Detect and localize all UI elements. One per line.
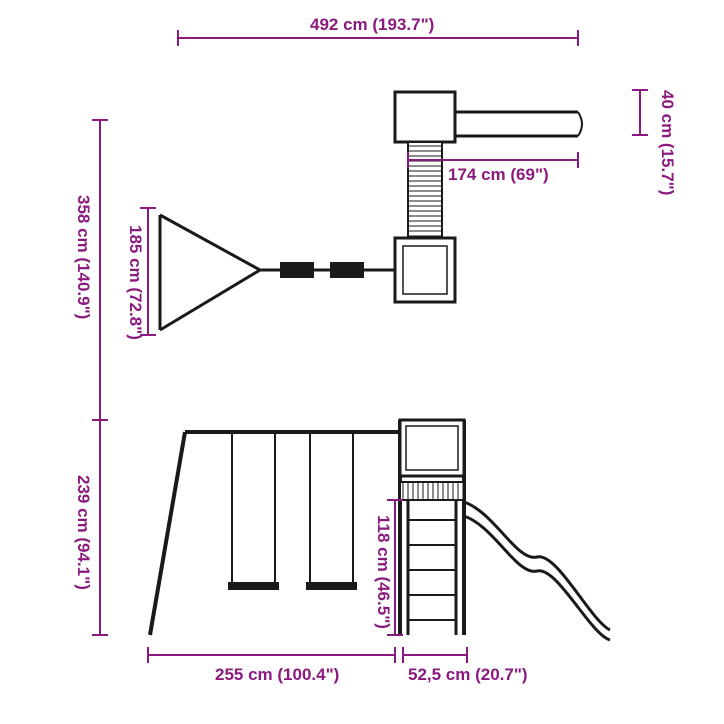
dim-horizontal: 255 cm (100.4") [148,647,395,684]
top-view [160,92,582,330]
dimension-diagram: 492 cm (193.7") 40 cm (15.7") 174 cm (69")… [0,0,724,724]
dim-label: 239 cm (94.1") [74,475,93,590]
dim-label: 118 cm (46.5") [374,515,393,629]
dim-label: 174 cm (69") [448,165,549,184]
dim-label: 40 cm (15.7") [658,90,677,195]
dim-vertical: 40 cm (15.7") [632,90,677,195]
dim-label: 492 cm (193.7") [310,15,434,34]
dim-label: 185 cm (72.8") [126,225,145,340]
dim-label: 255 cm (100.4") [215,665,339,684]
dim-horizontal: 52,5 cm (20.7") [403,647,528,684]
dim-label: 52,5 cm (20.7") [408,665,528,684]
dim-horizontal: 492 cm (193.7") [178,15,578,46]
dim-label: 358 cm (140.9") [74,195,93,319]
dim-vertical: 358 cm (140.9") [74,120,108,420]
dim-vertical: 185 cm (72.8") [126,208,156,340]
dim-vertical: 239 cm (94.1") [74,420,108,635]
